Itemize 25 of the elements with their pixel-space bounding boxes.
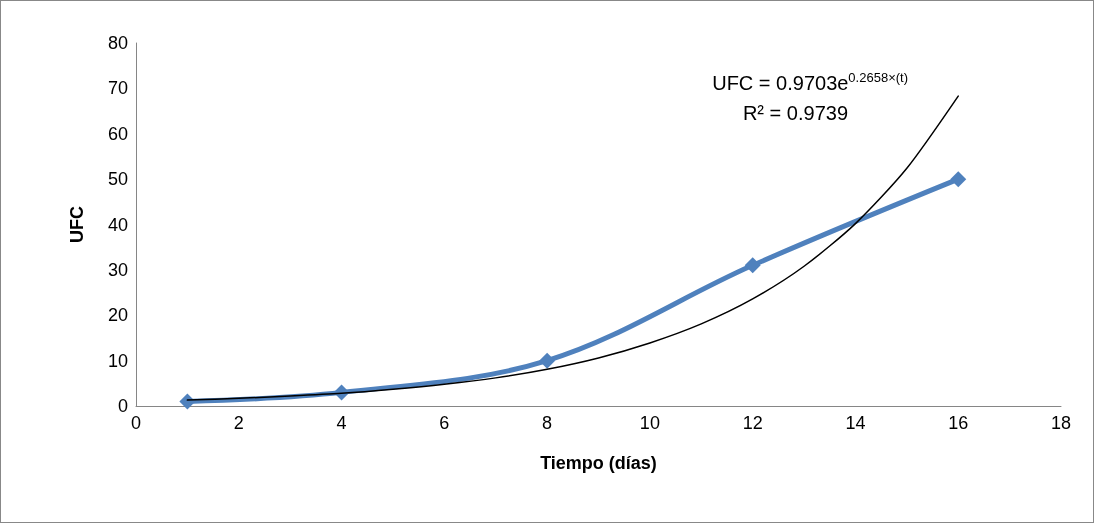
point — [539, 352, 556, 369]
y-tick-label: 50 — [107, 169, 128, 190]
x-tick-label: 10 — [639, 413, 660, 433]
x-tick-label: 0 — [130, 413, 142, 433]
x-tick-label: 2 — [233, 413, 244, 433]
x-tick-label: 16 — [948, 413, 969, 433]
y-tick-label: 0 — [117, 396, 128, 416]
annotation: R² = 0.9739 — [742, 102, 849, 124]
y-tick-label: 20 — [107, 305, 128, 326]
y-tick-label: 30 — [107, 259, 128, 280]
y-tick-label: 60 — [107, 123, 128, 144]
point — [950, 171, 967, 188]
x-tick-label: 14 — [845, 413, 866, 433]
x-tick-label: 12 — [742, 413, 763, 433]
x-tick-label: 6 — [439, 413, 450, 433]
y-axis-title: UFC — [67, 206, 87, 243]
y-tick-label: 70 — [107, 78, 128, 99]
y-tick-label: 40 — [107, 214, 128, 235]
x-axis-title: Tiempo (días) — [540, 453, 657, 473]
y-tick-label: 80 — [107, 33, 128, 53]
y-tick-label: 10 — [107, 350, 128, 371]
x-tick-label: 18 — [1050, 413, 1072, 433]
x-tick-label: 4 — [336, 413, 347, 433]
point — [744, 257, 761, 274]
x-tick-label: 8 — [542, 413, 553, 433]
